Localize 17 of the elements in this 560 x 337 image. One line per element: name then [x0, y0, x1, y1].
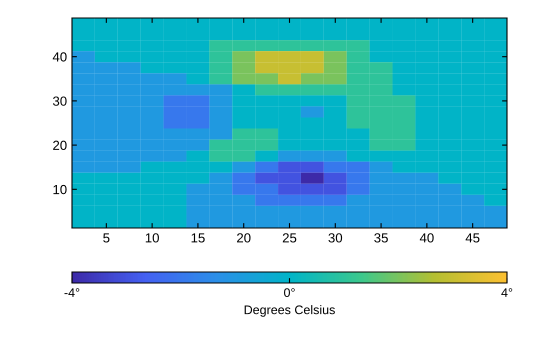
x-tick-label: 35 [374, 233, 388, 243]
color-bar-title: Degrees Celsius [244, 305, 335, 317]
x-tick-label: 15 [192, 233, 205, 243]
x-tick-label: 25 [282, 233, 296, 243]
x-tick-label: 10 [146, 233, 159, 243]
x-tick-label: 30 [328, 233, 342, 243]
y-tick-label: 30 [52, 96, 67, 106]
y-tick-label: 10 [53, 184, 67, 194]
x-tick-label: 45 [466, 233, 480, 243]
color-bar-label: -4° [64, 288, 80, 297]
x-tick-label: 20 [237, 233, 251, 243]
x-tick-label: 5 [103, 233, 110, 243]
y-tick-label: 20 [53, 140, 67, 150]
color-bar-label: 0° [284, 288, 295, 298]
y-tick-label: 40 [52, 52, 67, 62]
x-tick-label: 40 [420, 233, 434, 243]
color-bar-label: 4° [501, 288, 512, 297]
